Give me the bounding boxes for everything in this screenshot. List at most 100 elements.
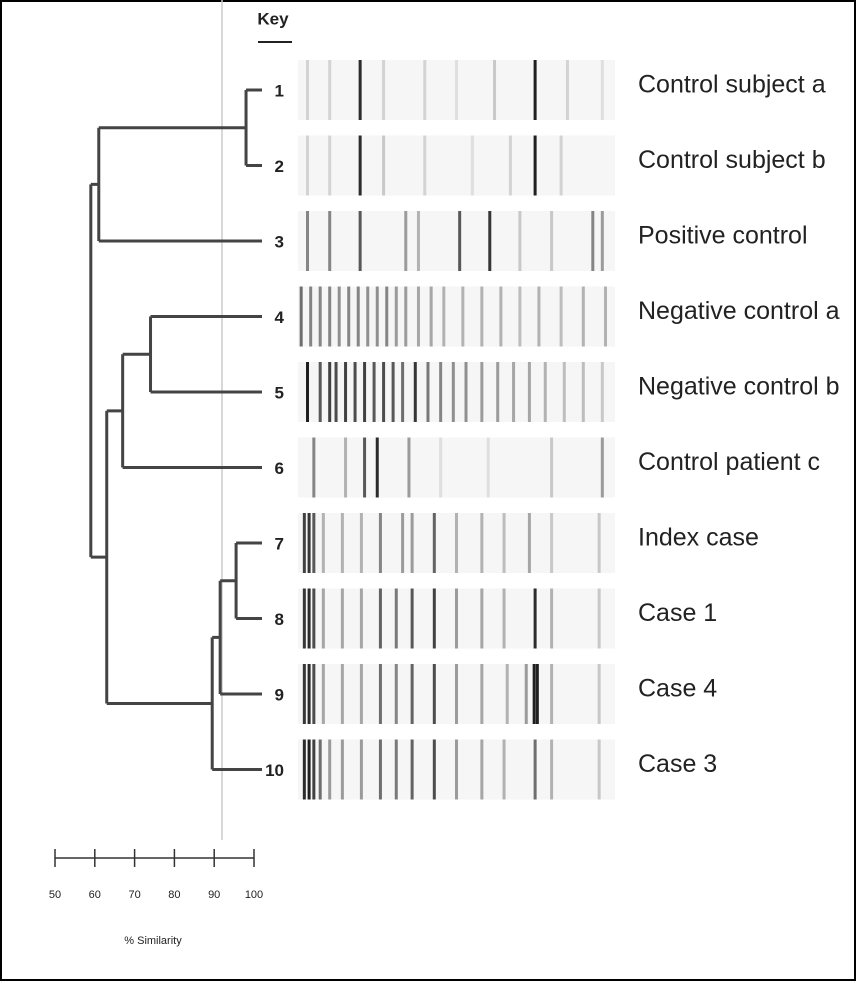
band — [411, 513, 414, 573]
band — [306, 211, 309, 271]
gel-lane — [298, 589, 615, 649]
band — [379, 513, 382, 573]
band — [359, 211, 362, 271]
band — [442, 287, 445, 347]
band — [430, 287, 433, 347]
band — [480, 362, 483, 422]
band — [328, 136, 331, 196]
band — [322, 589, 325, 649]
band — [455, 740, 458, 800]
gel-lane — [298, 664, 615, 724]
band — [560, 136, 563, 196]
band — [312, 589, 315, 649]
row-number: 9 — [275, 685, 284, 704]
band — [480, 664, 483, 724]
band — [550, 664, 553, 724]
band — [560, 287, 563, 347]
band — [407, 438, 410, 498]
band — [417, 287, 420, 347]
band — [563, 362, 566, 422]
band — [534, 60, 537, 120]
band — [550, 589, 553, 649]
band — [319, 740, 322, 800]
band — [465, 362, 468, 422]
band — [550, 513, 553, 573]
band — [401, 513, 404, 573]
band — [359, 136, 362, 196]
gel-lane — [298, 438, 615, 498]
lane-background — [298, 136, 615, 196]
band — [493, 60, 496, 120]
band — [338, 287, 341, 347]
band — [312, 513, 315, 573]
band — [417, 211, 420, 271]
band — [461, 287, 464, 347]
band — [534, 136, 537, 196]
band — [544, 362, 547, 422]
row-number: 6 — [275, 459, 284, 478]
row-label: Control patient c — [638, 448, 820, 476]
band — [411, 664, 414, 724]
band — [487, 438, 490, 498]
band — [537, 287, 540, 347]
tick-label: 90 — [208, 889, 220, 901]
band — [395, 664, 398, 724]
band — [306, 136, 309, 196]
tick-label: 100 — [245, 889, 263, 901]
row-label: Case 3 — [638, 750, 717, 778]
band — [309, 287, 312, 347]
band — [480, 589, 483, 649]
row-number: 7 — [275, 534, 284, 553]
band — [488, 211, 491, 271]
gel-lane — [298, 136, 615, 196]
band — [357, 287, 360, 347]
row-label: Case 4 — [638, 675, 717, 703]
band — [536, 664, 539, 724]
band — [503, 740, 506, 800]
band — [528, 513, 531, 573]
band — [455, 589, 458, 649]
band — [382, 362, 385, 422]
band — [439, 438, 442, 498]
gel-lane — [298, 513, 615, 573]
band — [392, 362, 395, 422]
band — [306, 362, 309, 422]
row-label: Negative control b — [638, 373, 840, 401]
gel-lane — [298, 740, 615, 800]
band — [601, 362, 604, 422]
band — [360, 589, 363, 649]
band — [328, 60, 331, 120]
row-number: 4 — [275, 308, 285, 327]
band — [344, 438, 347, 498]
band — [312, 438, 315, 498]
band — [322, 513, 325, 573]
band — [550, 438, 553, 498]
band — [433, 513, 436, 573]
band — [458, 211, 461, 271]
band — [312, 740, 315, 800]
band — [518, 287, 521, 347]
band — [518, 211, 521, 271]
row-label: Negative control a — [638, 297, 840, 325]
gel-lane — [298, 211, 615, 271]
gel-lane — [298, 60, 615, 120]
band — [303, 664, 306, 724]
row-label: Case 1 — [638, 599, 717, 627]
band — [360, 740, 363, 800]
band — [303, 589, 306, 649]
band — [528, 362, 531, 422]
band — [382, 60, 385, 120]
band — [499, 287, 502, 347]
band — [347, 287, 350, 347]
row-number: 1 — [275, 81, 284, 100]
band — [308, 589, 311, 649]
band — [534, 589, 537, 649]
row-number: 10 — [265, 761, 284, 780]
band — [322, 664, 325, 724]
tick-label: 80 — [168, 889, 180, 901]
band — [360, 513, 363, 573]
band — [496, 362, 499, 422]
band — [341, 740, 344, 800]
row-number: 2 — [275, 157, 284, 176]
row-label: Positive control — [638, 222, 808, 250]
